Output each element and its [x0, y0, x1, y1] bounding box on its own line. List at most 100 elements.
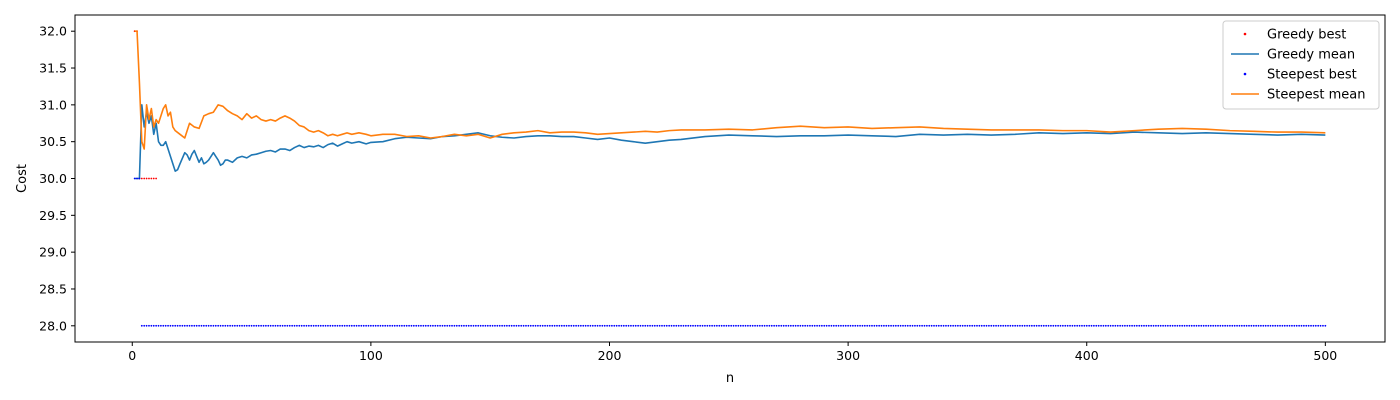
data-point-steepest-best — [1135, 324, 1138, 327]
data-point-steepest-best — [355, 324, 358, 327]
data-point-steepest-best — [317, 324, 320, 327]
data-point-steepest-best — [291, 324, 294, 327]
data-point-steepest-best — [718, 324, 721, 327]
data-point-steepest-best — [312, 324, 315, 327]
data-point-steepest-best — [319, 324, 322, 327]
data-point-steepest-best — [1088, 324, 1091, 327]
data-point-steepest-best — [618, 324, 620, 327]
data-point-steepest-best — [202, 324, 205, 327]
data-point-steepest-best — [899, 324, 902, 327]
data-point-steepest-best — [699, 324, 702, 327]
data-point-steepest-best — [155, 324, 158, 327]
data-point-steepest-best — [878, 324, 881, 327]
data-point-steepest-best — [532, 324, 535, 327]
data-point-steepest-best — [1314, 324, 1317, 327]
data-point-steepest-best — [560, 324, 563, 327]
data-point-steepest-best — [505, 324, 508, 327]
data-point-steepest-best — [849, 324, 852, 327]
data-point-steepest-best — [708, 324, 711, 327]
data-point-steepest-best — [138, 177, 141, 180]
data-point-steepest-best — [1209, 324, 1212, 327]
data-point-steepest-best — [887, 324, 890, 327]
data-point-steepest-best — [348, 324, 351, 327]
y-tick-label: 32.0 — [39, 24, 67, 39]
data-point-steepest-best — [1269, 324, 1272, 327]
data-point-steepest-best — [811, 324, 814, 327]
data-point-steepest-best — [133, 177, 136, 180]
data-point-steepest-best — [477, 324, 480, 327]
data-point-steepest-best — [1181, 324, 1184, 327]
data-point-steepest-best — [224, 324, 227, 327]
data-point-steepest-best — [966, 324, 969, 327]
data-point-steepest-best — [1081, 324, 1083, 327]
data-point-steepest-best — [1293, 324, 1296, 327]
data-point-steepest-best — [677, 324, 680, 327]
data-point-steepest-best — [782, 324, 785, 327]
data-point-steepest-best — [737, 324, 740, 327]
data-point-steepest-best — [1157, 324, 1160, 327]
data-point-steepest-best — [381, 324, 384, 327]
x-tick-label: 100 — [359, 348, 383, 363]
data-point-steepest-best — [315, 324, 317, 327]
data-point-steepest-best — [300, 324, 303, 327]
data-point-steepest-best — [625, 324, 628, 327]
data-point-steepest-best — [980, 324, 983, 327]
data-point-steepest-best — [773, 324, 776, 327]
data-point-steepest-best — [732, 324, 735, 327]
data-point-steepest-best — [1178, 324, 1181, 327]
data-point-steepest-best — [460, 324, 463, 327]
data-point-greedy-best — [155, 177, 158, 180]
data-point-steepest-best — [565, 324, 568, 327]
data-point-steepest-best — [367, 324, 370, 327]
data-point-steepest-best — [269, 324, 272, 327]
data-point-steepest-best — [455, 324, 458, 327]
data-point-steepest-best — [1195, 324, 1198, 327]
data-point-steepest-best — [568, 324, 570, 327]
x-tick-label: 300 — [836, 348, 860, 363]
data-point-steepest-best — [365, 324, 368, 327]
data-point-steepest-best — [1267, 324, 1269, 327]
data-point-steepest-best — [995, 324, 997, 327]
legend: Greedy best Greedy mean Steepest best Steep… — [1222, 20, 1380, 110]
data-point-steepest-best — [816, 324, 818, 327]
data-point-steepest-best — [422, 324, 425, 327]
data-point-steepest-best — [579, 324, 582, 327]
data-point-steepest-best — [1310, 324, 1312, 327]
data-point-steepest-best — [284, 324, 286, 327]
data-point-steepest-best — [642, 324, 644, 327]
data-point-steepest-best — [467, 324, 470, 327]
data-point-steepest-best — [747, 324, 749, 327]
data-point-steepest-best — [632, 324, 635, 327]
data-point-steepest-best — [1124, 324, 1126, 327]
data-point-steepest-best — [1226, 324, 1229, 327]
data-point-steepest-best — [973, 324, 976, 327]
data-point-steepest-best — [152, 324, 155, 327]
data-point-steepest-best — [157, 324, 160, 327]
data-point-steepest-best — [322, 324, 325, 327]
data-point-steepest-best — [804, 324, 807, 327]
legend-label: Steepest best — [1267, 68, 1357, 83]
data-point-steepest-best — [634, 324, 637, 327]
legend-item-greedy-mean: Greedy mean — [1231, 48, 1355, 63]
data-point-steepest-best — [160, 324, 162, 327]
data-point-steepest-best — [854, 324, 857, 327]
data-point-steepest-best — [405, 324, 408, 327]
data-point-steepest-best — [236, 324, 239, 327]
data-point-steepest-best — [868, 324, 871, 327]
data-point-steepest-best — [861, 324, 864, 327]
data-point-steepest-best — [436, 324, 439, 327]
data-point-greedy-best — [148, 177, 150, 180]
data-point-steepest-best — [577, 324, 580, 327]
data-point-steepest-best — [1243, 324, 1246, 327]
data-point-steepest-best — [1052, 324, 1055, 327]
data-point-steepest-best — [267, 324, 270, 327]
data-point-steepest-best — [286, 324, 289, 327]
data-point-steepest-best — [1114, 324, 1117, 327]
plot-frame — [74, 14, 1386, 343]
data-point-steepest-best — [472, 324, 475, 327]
data-point-steepest-best — [474, 324, 477, 327]
data-point-steepest-best — [1014, 324, 1017, 327]
data-point-steepest-best — [148, 324, 150, 327]
y-tick-label: 30.5 — [39, 134, 67, 149]
data-point-steepest-best — [424, 324, 427, 327]
